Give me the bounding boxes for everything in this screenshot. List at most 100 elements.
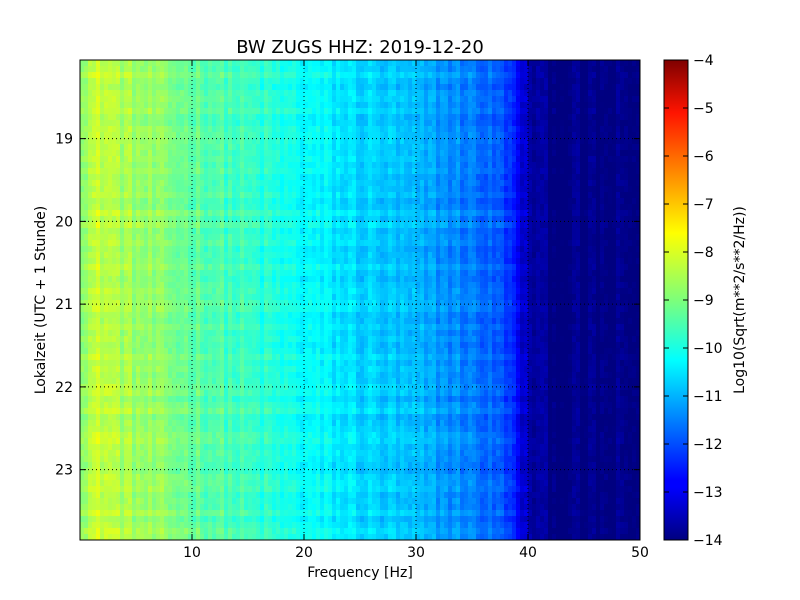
spectrogram-cell [240,162,245,169]
spectrogram-cell [100,534,105,541]
spectrogram-cell [212,354,217,361]
spectrogram-cell [300,366,305,373]
spectrogram-cell [256,66,261,73]
spectrogram-cell [192,444,197,451]
spectrogram-cell [108,534,113,541]
spectrogram-cell [236,216,241,223]
spectrogram-cell [252,168,257,175]
spectrogram-cell [304,228,309,235]
spectrogram-cell [276,318,281,325]
spectrogram-cell [124,114,129,121]
spectrogram-cell [224,432,229,439]
spectrogram-cell [288,468,293,475]
spectrogram-cell [128,462,133,469]
spectrogram-cell [80,258,85,265]
spectrogram-cell [232,420,237,427]
spectrogram-cell [204,198,209,205]
spectrogram-cell [296,258,301,265]
spectrogram-cell [176,198,181,205]
spectrogram-cell [172,126,177,133]
spectrogram-cell [240,132,245,139]
spectrogram-cell [128,324,133,331]
spectrogram-cell [180,390,185,397]
spectrogram-cell [140,462,145,469]
spectrogram-cell [208,228,213,235]
spectrogram-cell [300,420,305,427]
spectrogram-cell [240,516,245,523]
spectrogram-cell [112,252,117,259]
spectrogram-cell [288,180,293,187]
spectrogram-cell [92,120,97,127]
spectrogram-cell [288,138,293,145]
spectrogram-cell [132,366,137,373]
spectrogram-cell [200,336,205,343]
spectrogram-cell [216,432,221,439]
spectrogram-cell [108,270,113,277]
spectrogram-cell [248,84,253,91]
spectrogram-cell [144,510,149,517]
spectrogram-cell [232,108,237,115]
spectrogram-cell [244,378,249,385]
spectrogram-cell [200,504,205,511]
spectrogram-cell [148,84,153,91]
spectrogram-cell [144,240,149,247]
spectrogram-cell [260,150,265,157]
spectrogram-cell [324,150,329,157]
spectrogram-cell [148,282,153,289]
spectrogram-cell [188,444,193,451]
spectrogram-cell [316,300,321,307]
spectrogram-cell [308,456,313,463]
spectrogram-cell [184,324,189,331]
spectrogram-cell [220,342,225,349]
spectrogram-cell [196,60,201,67]
spectrogram-cell [280,162,285,169]
spectrogram-cell [264,288,269,295]
spectrogram-cell [176,96,181,103]
spectrogram-cell [96,126,101,133]
spectrogram-cell [180,372,185,379]
spectrogram-cell [288,342,293,349]
spectrogram-cell [240,378,245,385]
spectrogram-cell [200,366,205,373]
spectrogram-cell [300,270,305,277]
spectrogram-cell [140,264,145,271]
spectrogram-cell [320,408,325,415]
spectrogram-cell [92,78,97,85]
spectrogram-cell [216,294,221,301]
spectrogram-cell [236,246,241,253]
spectrogram-cell [184,102,189,109]
spectrogram-cell [136,528,141,535]
spectrogram-cell [184,474,189,481]
spectrogram-cell [92,300,97,307]
spectrogram-cell [264,102,269,109]
chart-title: BW ZUGS HHZ: 2019-12-20 [236,37,484,58]
spectrogram-cell [192,378,197,385]
spectrogram-cell [308,438,313,445]
spectrogram-cell [184,306,189,313]
spectrogram-cell [176,102,181,109]
spectrogram-cell [240,354,245,361]
spectrogram-cell [216,534,221,541]
spectrogram-cell [288,432,293,439]
spectrogram-cell [276,384,281,391]
spectrogram-cell [236,264,241,271]
spectrogram-cell [164,522,169,529]
spectrogram-cell [276,192,281,199]
spectrogram-cell [84,390,89,397]
spectrogram-cell [140,402,145,409]
spectrogram-cell [156,78,161,85]
spectrogram-cell [248,66,253,73]
spectrogram-cell [292,270,297,277]
spectrogram-cell [248,132,253,139]
spectrogram-cell [276,396,281,403]
spectrogram-cell [88,390,93,397]
spectrogram-column [272,60,277,541]
spectrogram-cell [108,336,113,343]
spectrogram-cell [268,456,273,463]
spectrogram-cell [108,360,113,367]
spectrogram-cell [256,342,261,349]
spectrogram-cell [324,372,329,379]
spectrogram-cell [128,180,133,187]
spectrogram-cell [148,90,153,97]
spectrogram-cell [196,462,201,469]
